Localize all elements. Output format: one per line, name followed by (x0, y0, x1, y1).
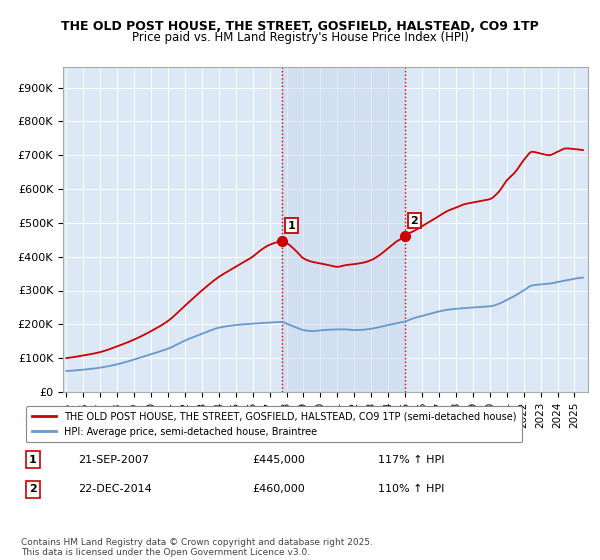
Bar (282, 67, 404, 392)
Text: THE OLD POST HOUSE, THE STREET, GOSFIELD, HALSTEAD, CO9 1TP: THE OLD POST HOUSE, THE STREET, GOSFIELD… (61, 20, 539, 32)
Text: 117% ↑ HPI: 117% ↑ HPI (378, 455, 445, 465)
Legend: THE OLD POST HOUSE, THE STREET, GOSFIELD, HALSTEAD, CO9 1TP (semi-detached house: THE OLD POST HOUSE, THE STREET, GOSFIELD… (26, 406, 522, 442)
Text: 1: 1 (288, 221, 295, 231)
Text: £460,000: £460,000 (252, 484, 305, 494)
Text: 1: 1 (29, 455, 37, 465)
Text: 2: 2 (410, 216, 418, 226)
Text: Contains HM Land Registry data © Crown copyright and database right 2025.
This d: Contains HM Land Registry data © Crown c… (21, 538, 373, 557)
Text: Price paid vs. HM Land Registry's House Price Index (HPI): Price paid vs. HM Land Registry's House … (131, 31, 469, 44)
Text: 2: 2 (29, 484, 37, 494)
Text: 22-DEC-2014: 22-DEC-2014 (78, 484, 152, 494)
Text: 21-SEP-2007: 21-SEP-2007 (78, 455, 149, 465)
Text: 110% ↑ HPI: 110% ↑ HPI (378, 484, 445, 494)
Text: £445,000: £445,000 (252, 455, 305, 465)
